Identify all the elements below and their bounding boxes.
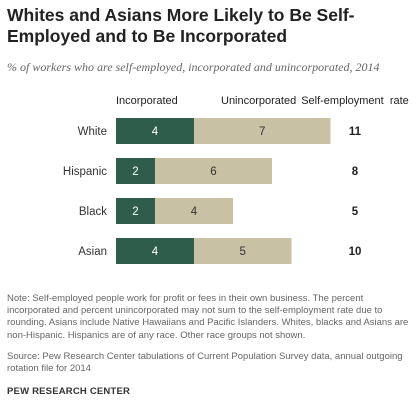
total-value: 8 [352, 166, 359, 178]
bar-segment-unincorporated [194, 238, 292, 264]
chart-subtitle: % of workers who are self-employed, inco… [7, 60, 380, 74]
legend-label-unincorporated: Unincorporated [221, 95, 296, 107]
total-column-header: Self-employment rate [301, 95, 409, 107]
total-value: 10 [349, 246, 362, 258]
bar-segment-incorporated [116, 238, 194, 264]
data-label: 7 [259, 126, 265, 138]
bar-row-black: Black 2 4 5 [79, 198, 359, 224]
bar-row-white: White 4 7 11 [78, 118, 362, 144]
category-label: Black [79, 206, 107, 218]
bar-segment-unincorporated [155, 198, 233, 224]
category-label: White [78, 126, 107, 138]
bar-segment-unincorporated [155, 158, 272, 184]
data-label: 6 [210, 166, 216, 178]
data-label: 4 [152, 126, 159, 138]
legend-label-incorporated: Incorporated [116, 95, 178, 107]
data-label: 2 [132, 206, 138, 218]
data-label: 5 [240, 246, 246, 258]
brand-footer: PEW RESEARCH CENTER [7, 386, 131, 397]
bar-row-hispanic: Hispanic 2 6 8 [63, 158, 359, 184]
bar-segment-unincorporated [194, 118, 331, 144]
bar-segment-incorporated [116, 158, 155, 184]
total-value: 5 [352, 206, 359, 218]
total-value: 11 [349, 126, 362, 138]
bar-segment-incorporated [116, 198, 155, 224]
chart-title: Whites and Asians More Likely to Be Self… [7, 5, 355, 46]
chart-source: Source: Pew Research Center tabulations … [7, 351, 403, 375]
data-label: 4 [191, 206, 198, 218]
chart-note: Note: Self-employed people work for prof… [7, 293, 409, 341]
data-label: 4 [152, 246, 159, 258]
category-label: Hispanic [63, 166, 107, 178]
data-label: 2 [132, 166, 138, 178]
category-label: Asian [78, 246, 107, 258]
bar-segment-incorporated [116, 118, 194, 144]
stacked-bar-chart: Incorporated Unincorporated Self-employmen… [63, 95, 409, 264]
bar-row-asian: Asian 4 5 10 [78, 238, 361, 264]
